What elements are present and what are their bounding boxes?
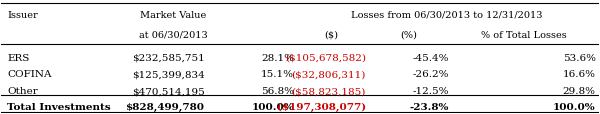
Text: ($58,823,185): ($58,823,185) — [292, 87, 365, 95]
Text: -23.8%: -23.8% — [410, 102, 449, 111]
Text: at 06/30/2013: at 06/30/2013 — [139, 30, 208, 39]
Text: ERS: ERS — [7, 53, 30, 62]
Text: 100.0%: 100.0% — [553, 102, 596, 111]
Text: 53.6%: 53.6% — [563, 53, 596, 62]
Text: $470,514,195: $470,514,195 — [131, 87, 205, 95]
Text: ($197,308,077): ($197,308,077) — [277, 102, 365, 111]
Text: ($105,678,582): ($105,678,582) — [284, 53, 365, 62]
Text: ($): ($) — [325, 30, 338, 39]
Text: Issuer: Issuer — [7, 11, 38, 20]
Text: 28.1%: 28.1% — [261, 53, 294, 62]
Text: Market Value: Market Value — [140, 11, 206, 20]
Text: 15.1%: 15.1% — [261, 70, 294, 79]
Text: (%): (%) — [401, 30, 418, 39]
Text: % of Total Losses: % of Total Losses — [481, 30, 567, 39]
Text: -26.2%: -26.2% — [413, 70, 449, 79]
Text: 16.6%: 16.6% — [563, 70, 596, 79]
Text: 100.0%: 100.0% — [251, 102, 294, 111]
Text: $125,399,834: $125,399,834 — [131, 70, 205, 79]
Text: $828,499,780: $828,499,780 — [125, 102, 205, 111]
Text: -45.4%: -45.4% — [413, 53, 449, 62]
Text: Other: Other — [7, 87, 38, 95]
Text: $232,585,751: $232,585,751 — [131, 53, 205, 62]
Text: ($32,806,311): ($32,806,311) — [292, 70, 365, 79]
Text: 29.8%: 29.8% — [563, 87, 596, 95]
Text: 56.8%: 56.8% — [261, 87, 294, 95]
Text: -12.5%: -12.5% — [413, 87, 449, 95]
Text: Losses from 06/30/2013 to 12/31/2013: Losses from 06/30/2013 to 12/31/2013 — [350, 11, 542, 20]
Text: COFINA: COFINA — [7, 70, 52, 79]
Text: Total Investments: Total Investments — [7, 102, 111, 111]
